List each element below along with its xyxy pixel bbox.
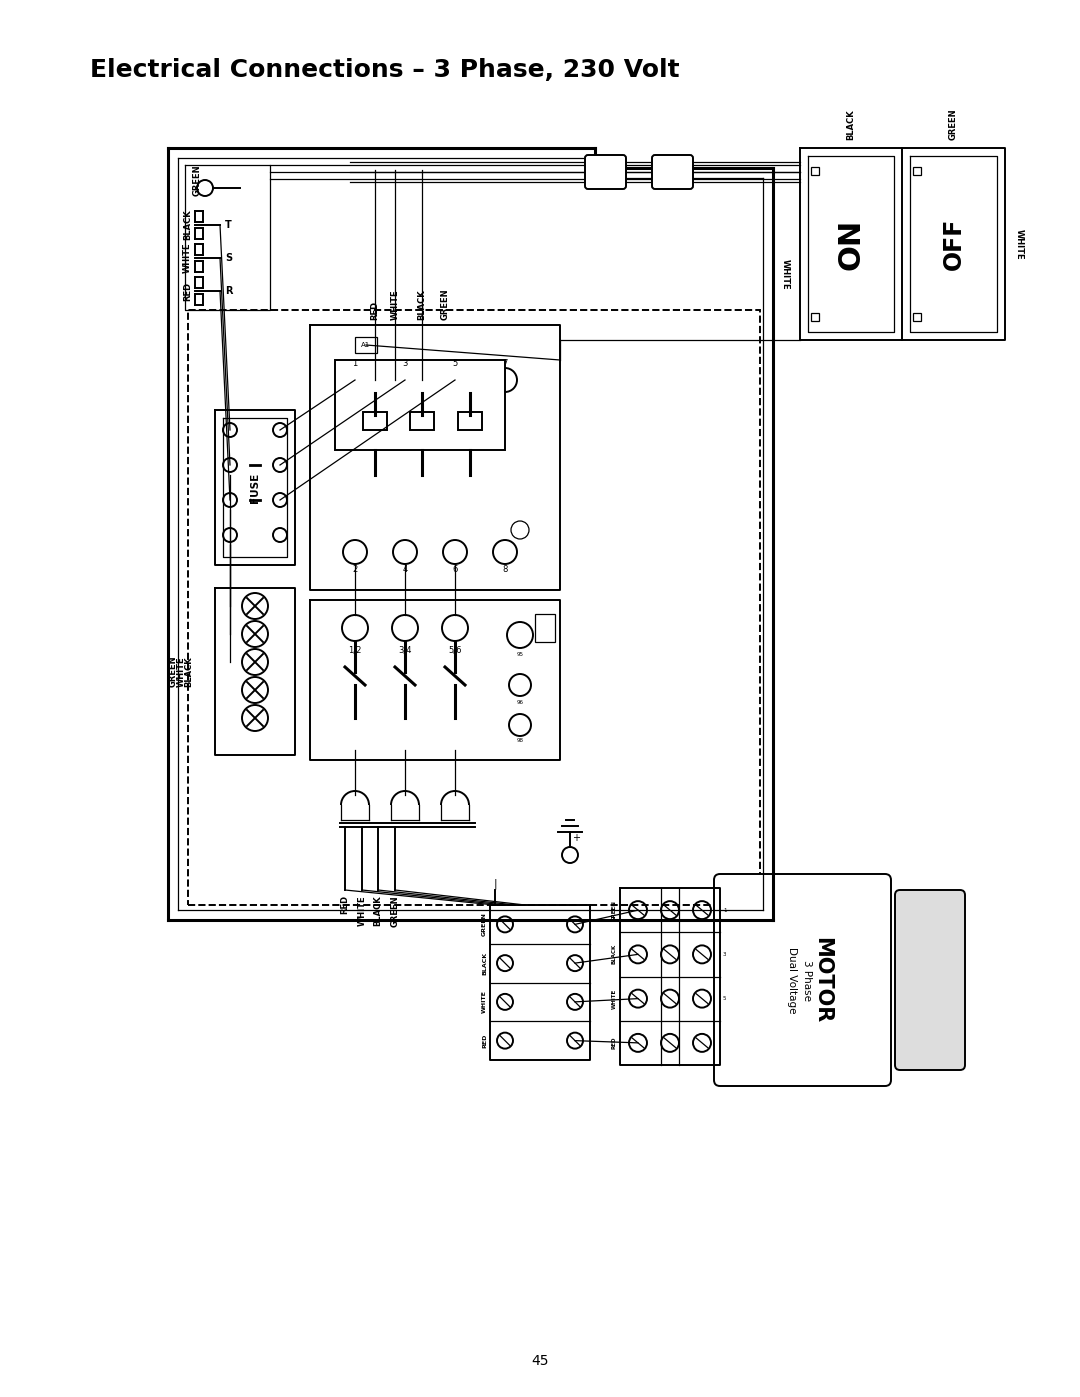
Text: WHITE: WHITE (391, 289, 400, 320)
Text: BLACK: BLACK (418, 289, 427, 320)
Text: WHITE: WHITE (781, 258, 789, 289)
Bar (458, 412, 482, 430)
Text: WHITE: WHITE (612, 989, 617, 1009)
Text: RED: RED (482, 1034, 487, 1048)
Text: 1/2: 1/2 (349, 645, 362, 655)
Text: 5/6: 5/6 (448, 645, 462, 655)
Text: 4: 4 (403, 566, 407, 574)
Text: 96: 96 (516, 700, 524, 704)
Text: 8: 8 (502, 566, 508, 574)
Text: GREEN: GREEN (482, 912, 487, 936)
Text: BLACK: BLACK (482, 951, 487, 975)
FancyBboxPatch shape (714, 875, 891, 1085)
Text: 6: 6 (453, 566, 458, 574)
Bar (410, 412, 434, 430)
Text: RED: RED (370, 300, 379, 320)
Text: 5: 5 (453, 359, 458, 367)
Bar (811, 313, 819, 321)
Text: BLACK: BLACK (185, 657, 193, 687)
Text: WHITE: WHITE (176, 657, 186, 687)
Text: ON: ON (837, 218, 865, 270)
Text: 2: 2 (352, 566, 357, 574)
Text: FUSE: FUSE (249, 472, 260, 503)
FancyBboxPatch shape (585, 155, 626, 189)
Text: R: R (225, 286, 232, 296)
Text: 3 Phase: 3 Phase (802, 960, 812, 1000)
Text: A1: A1 (362, 342, 370, 348)
Text: 1: 1 (352, 359, 357, 367)
Text: GREEN: GREEN (391, 895, 400, 926)
Text: 95: 95 (516, 652, 524, 658)
Bar (363, 412, 387, 430)
Text: |: | (494, 879, 497, 888)
Text: RED: RED (612, 1037, 617, 1049)
Text: WHITE: WHITE (183, 243, 192, 274)
Text: 3/4: 3/4 (399, 645, 411, 655)
Text: BLACK: BLACK (374, 895, 382, 926)
Bar (913, 168, 921, 175)
Bar (535, 615, 555, 643)
Text: 7: 7 (502, 359, 508, 367)
Text: 3: 3 (723, 951, 727, 957)
Text: BLACK: BLACK (183, 210, 192, 240)
Bar (335, 360, 505, 450)
Text: WHITE: WHITE (482, 990, 487, 1013)
FancyBboxPatch shape (895, 890, 966, 1070)
Text: RED: RED (183, 281, 192, 300)
Bar (913, 313, 921, 321)
Text: 45: 45 (531, 1354, 549, 1368)
Text: BLACK: BLACK (612, 944, 617, 964)
Bar (811, 168, 819, 175)
Text: 3: 3 (403, 359, 407, 367)
Text: MOTOR: MOTOR (812, 937, 832, 1023)
Text: GREEN: GREEN (949, 109, 958, 140)
Text: 5: 5 (723, 996, 727, 1002)
Text: 98: 98 (516, 738, 524, 742)
Bar (188, 310, 760, 905)
Text: WHITE: WHITE (357, 895, 366, 926)
Text: GREEN: GREEN (193, 165, 202, 196)
Text: Electrical Connections – 3 Phase, 230 Volt: Electrical Connections – 3 Phase, 230 Vo… (90, 59, 679, 82)
Text: RED: RED (340, 895, 350, 914)
Text: S: S (225, 253, 232, 263)
Text: T: T (225, 219, 232, 231)
Text: GREEN: GREEN (441, 288, 449, 320)
Text: +: + (572, 833, 580, 842)
Text: 1: 1 (723, 908, 727, 912)
Text: Dual Voltage: Dual Voltage (787, 947, 797, 1013)
Text: BLACK: BLACK (847, 109, 855, 140)
FancyBboxPatch shape (652, 155, 693, 189)
Text: GREEN: GREEN (612, 900, 617, 921)
Text: GREEN: GREEN (168, 655, 177, 687)
Bar (355, 337, 377, 353)
Text: WHITE: WHITE (1015, 229, 1024, 260)
Text: OFF: OFF (942, 218, 966, 270)
